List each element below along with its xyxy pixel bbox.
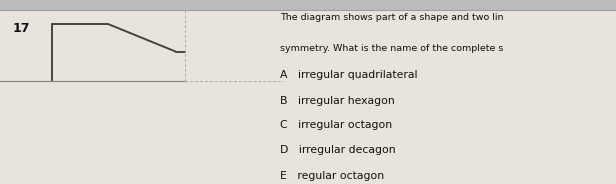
Text: C   irregular octagon: C irregular octagon	[280, 120, 392, 130]
Text: symmetry. What is the name of the complete s: symmetry. What is the name of the comple…	[280, 44, 504, 53]
Text: The diagram shows part of a shape and two lin: The diagram shows part of a shape and tw…	[280, 13, 504, 22]
Text: B   irregular hexagon: B irregular hexagon	[280, 96, 395, 106]
Bar	[0, 0, 616, 10]
Text: D   irregular decagon: D irregular decagon	[280, 145, 396, 155]
Text: E   regular octagon: E regular octagon	[280, 171, 384, 181]
Text: 17: 17	[12, 22, 30, 35]
Text: A   irregular quadrilateral: A irregular quadrilateral	[280, 70, 418, 80]
